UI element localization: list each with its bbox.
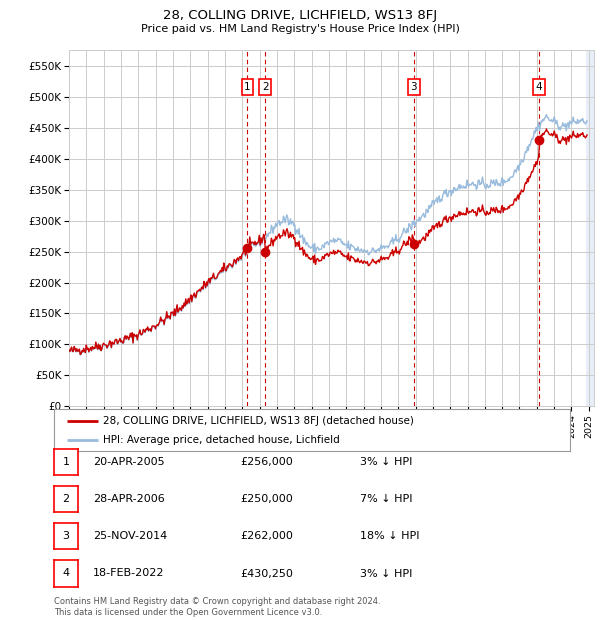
Text: 4: 4 xyxy=(62,569,70,578)
Text: 4: 4 xyxy=(536,82,542,92)
Text: 3% ↓ HPI: 3% ↓ HPI xyxy=(360,457,412,467)
Bar xyxy=(586,50,600,406)
Text: 1: 1 xyxy=(62,457,70,467)
Text: £430,250: £430,250 xyxy=(240,569,293,578)
Text: 25-NOV-2014: 25-NOV-2014 xyxy=(93,531,167,541)
Text: 28, COLLING DRIVE, LICHFIELD, WS13 8FJ (detached house): 28, COLLING DRIVE, LICHFIELD, WS13 8FJ (… xyxy=(103,415,414,425)
Text: 28, COLLING DRIVE, LICHFIELD, WS13 8FJ: 28, COLLING DRIVE, LICHFIELD, WS13 8FJ xyxy=(163,9,437,22)
Text: 20-APR-2005: 20-APR-2005 xyxy=(93,457,164,467)
Text: £256,000: £256,000 xyxy=(240,457,293,467)
Text: 3: 3 xyxy=(62,531,70,541)
Text: 7% ↓ HPI: 7% ↓ HPI xyxy=(360,494,413,504)
Text: HPI: Average price, detached house, Lichfield: HPI: Average price, detached house, Lich… xyxy=(103,435,340,445)
Text: 2: 2 xyxy=(62,494,70,504)
Text: 3% ↓ HPI: 3% ↓ HPI xyxy=(360,569,412,578)
Text: 18% ↓ HPI: 18% ↓ HPI xyxy=(360,531,419,541)
Text: £262,000: £262,000 xyxy=(240,531,293,541)
Text: 3: 3 xyxy=(410,82,417,92)
Text: 2: 2 xyxy=(262,82,269,92)
Text: 28-APR-2006: 28-APR-2006 xyxy=(93,494,165,504)
Text: Price paid vs. HM Land Registry's House Price Index (HPI): Price paid vs. HM Land Registry's House … xyxy=(140,24,460,33)
Text: 1: 1 xyxy=(244,82,251,92)
Text: £250,000: £250,000 xyxy=(240,494,293,504)
Text: 18-FEB-2022: 18-FEB-2022 xyxy=(93,569,164,578)
Text: Contains HM Land Registry data © Crown copyright and database right 2024.
This d: Contains HM Land Registry data © Crown c… xyxy=(54,598,380,617)
